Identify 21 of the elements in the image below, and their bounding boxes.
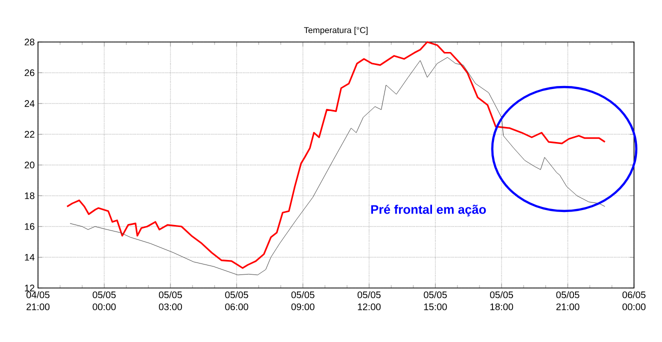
x-tick-label: 05/05 18:00 xyxy=(490,291,514,310)
y-tick-label: 20 xyxy=(24,162,34,168)
annotation: Pré frontal em ação xyxy=(371,204,486,216)
y-tick-label: 16 xyxy=(24,223,34,230)
x-tick-label: 05/05 21:00 xyxy=(556,291,580,310)
x-tick-label: 05/05 00:00 xyxy=(92,291,116,310)
y-tick-label: 24 xyxy=(24,100,35,107)
y-tick-label: 12 xyxy=(24,284,34,292)
y-tick-label: 14 xyxy=(24,254,35,261)
x-tick-label: 04/05 21:00 xyxy=(26,291,50,310)
x-tick-label: 05/05 03:00 xyxy=(158,291,182,310)
chart-title: Temperatura [°C] xyxy=(304,26,368,35)
x-tick-label: 06/05 00:00 xyxy=(622,291,646,310)
x-tick-label: 05/05 15:00 xyxy=(424,291,447,310)
x-tick-label: 05/05 09:00 xyxy=(291,291,314,310)
y-tick-label: 28 xyxy=(24,38,34,46)
y-tick-label: 22 xyxy=(24,130,34,138)
y-tick-label: 26 xyxy=(24,69,34,76)
x-tick-label: 05/05 12:00 xyxy=(358,291,381,310)
x-tick-label: 05/05 06:00 xyxy=(225,291,248,310)
y-tick-label: 18 xyxy=(24,192,34,200)
